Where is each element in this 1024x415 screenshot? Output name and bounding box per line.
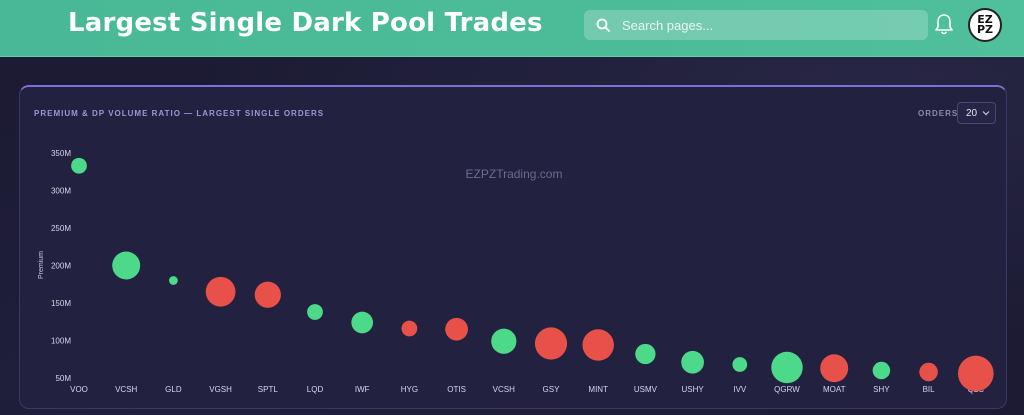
orders-label: ORDERS [918,109,959,118]
x-tick-label: IVV [733,385,747,394]
data-point [872,361,891,380]
chevron-down-icon [982,111,990,116]
card-title: PREMIUM & DP VOLUME RATIO — LARGEST SING… [34,109,325,118]
data-point [534,327,568,360]
data-point [307,304,323,320]
y-tick-label: 150M [51,299,71,308]
bell-icon[interactable] [933,12,955,36]
chart-card: PREMIUM & DP VOLUME RATIO — LARGEST SING… [19,85,1007,409]
search-icon [596,18,610,32]
search-input[interactable] [622,17,902,33]
data-point [205,276,236,307]
data-point [169,276,178,285]
x-tick-label: SPTL [258,385,279,394]
y-tick-label: 100M [51,337,71,346]
data-point [732,357,748,372]
data-point [254,281,281,308]
y-tick-label: 300M [51,187,71,196]
x-tick-label: SHY [873,385,890,394]
data-point [112,251,141,280]
avatar-text: EZPZ [976,13,994,36]
data-point [491,328,517,354]
x-tick-label: USHY [681,385,704,394]
data-point [957,355,994,392]
x-tick-label: MOAT [823,385,846,394]
data-point [919,362,938,382]
x-tick-label: HYG [401,385,418,394]
data-point [681,350,704,374]
data-point [351,311,374,334]
data-point [71,157,87,174]
orders-value: 20 [966,107,978,119]
x-tick-label: USMV [634,385,658,394]
x-tick-label: GSY [543,385,561,394]
y-axis-label: Premium [38,251,45,279]
data-point [401,320,418,337]
data-point [635,343,656,365]
top-header: Largest Single Dark Pool Trades EZPZ [0,0,1024,57]
bubble-chart: EZPZTrading.com Premium 50M 100M 150M 200M 250… [38,149,994,394]
y-tick-label: 50M [55,374,71,383]
x-tick-label: VCSH [115,385,137,394]
x-tick-label: VOO [70,385,88,394]
x-tick-label: GLD [165,385,182,394]
data-point [771,351,803,384]
y-tick-label: 200M [51,262,71,271]
x-tick-label: VCSH [493,385,515,394]
orders-select[interactable]: 20 [957,102,996,124]
x-tick-label: LQD [307,385,324,394]
search-box[interactable] [584,10,928,40]
data-point [820,354,849,383]
avatar[interactable]: EZPZ [968,8,1002,42]
x-tick-label: IWF [355,385,370,394]
y-tick-label: 350M [51,149,71,158]
data-point [582,329,614,361]
x-tick-label: BIL [923,385,936,394]
x-tick-label: QGRW [774,385,800,394]
x-tick-label: OTIS [447,385,466,394]
watermark: EZPZTrading.com [466,167,563,181]
x-tick-label: VGSH [209,385,232,394]
data-point [445,317,468,341]
y-tick-label: 250M [51,224,71,233]
x-tick-label: MINT [588,385,608,394]
page-title: Largest Single Dark Pool Trades [68,8,543,38]
